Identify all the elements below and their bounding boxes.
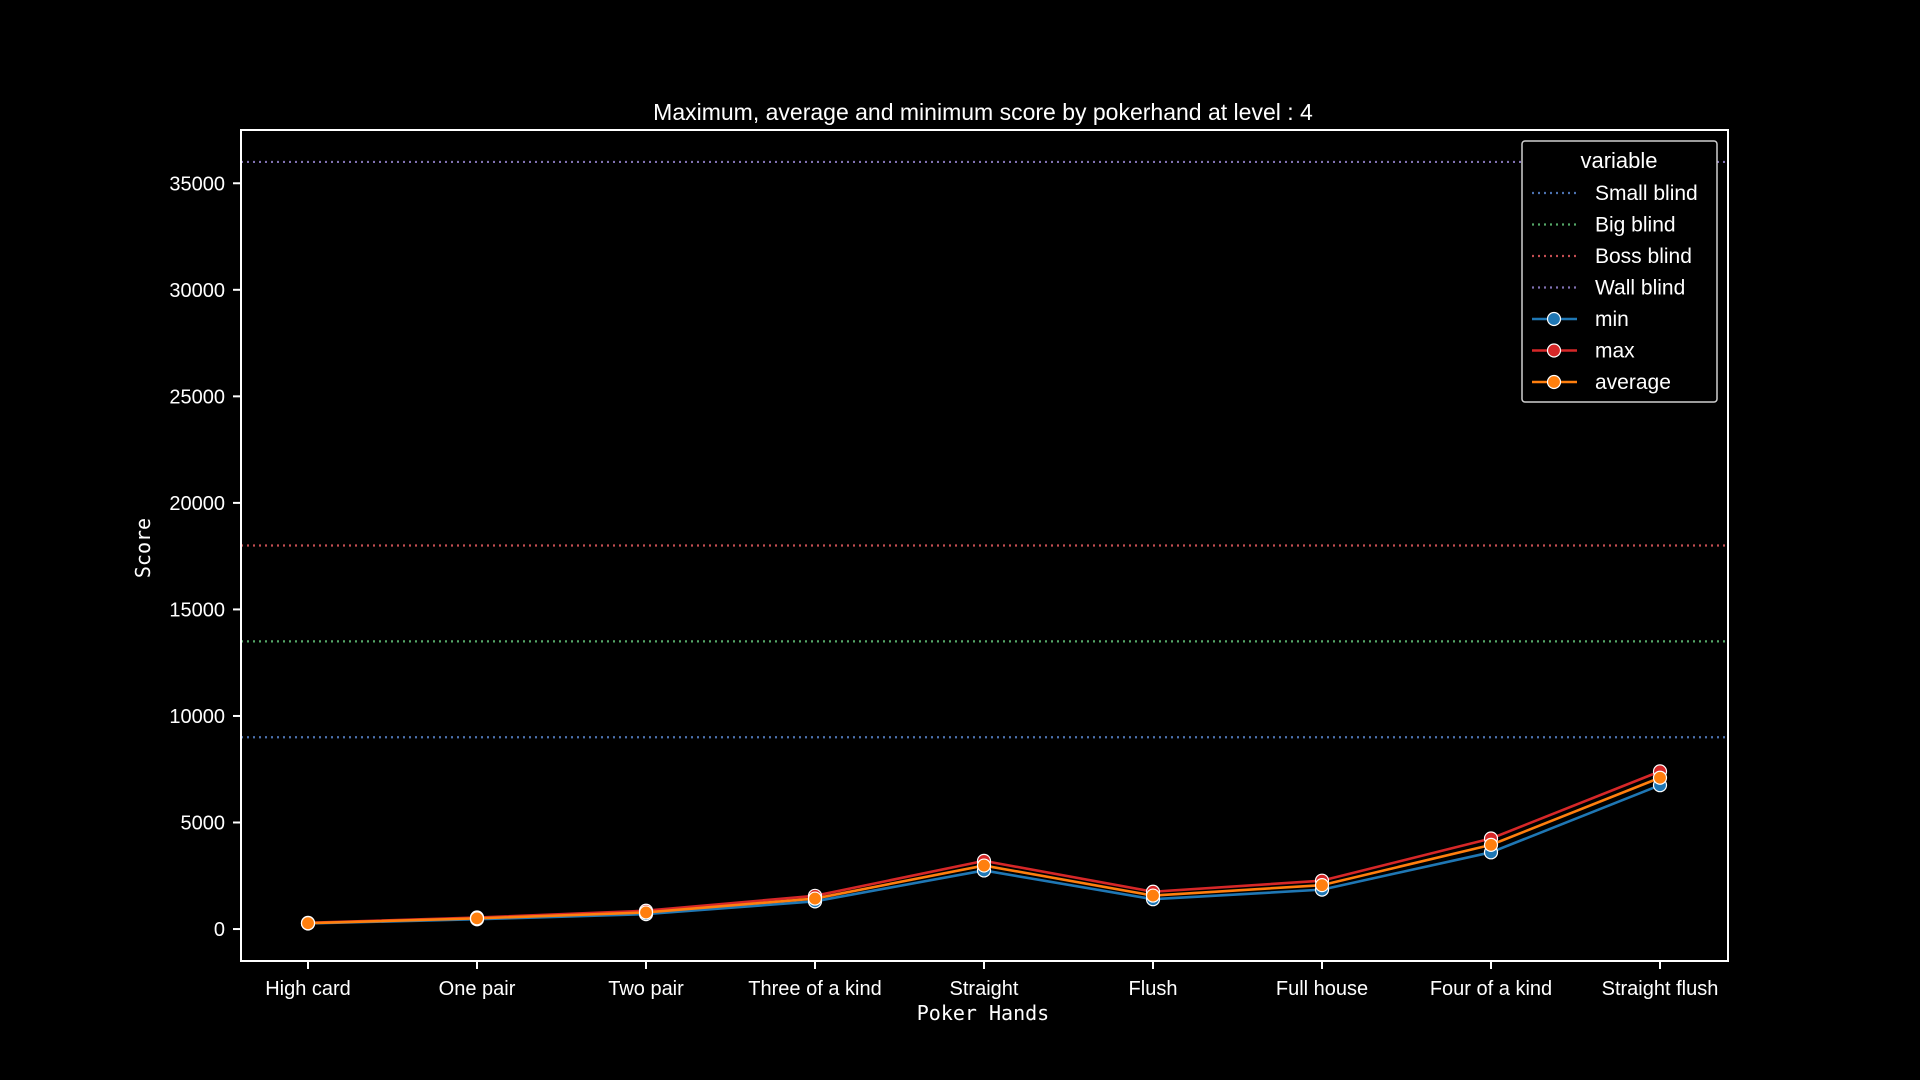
legend: variable Small blind Big blind Boss blind W… [1521, 140, 1718, 403]
x-tick-label: Straight flush [1602, 978, 1719, 1000]
data-point-average [1314, 878, 1330, 893]
y-tick-label: 30000 [169, 280, 225, 302]
data-point-average [300, 916, 316, 931]
legend-items: Small blind Big blind Boss blind Wall blind… [1532, 182, 1698, 394]
x-axis-label: Poker Hands [917, 1001, 1049, 1025]
x-tick-label: High card [265, 978, 351, 1000]
y-tick-label: 15000 [169, 599, 225, 621]
x-tick-label: Full house [1276, 978, 1368, 1000]
legend-label-average: average [1595, 371, 1671, 394]
data-point-average [976, 858, 992, 873]
data-point-average [1652, 770, 1668, 785]
x-tick-label: Flush [1129, 978, 1178, 1000]
y-tick-label: 5000 [181, 813, 226, 835]
legend-box [1521, 140, 1718, 403]
legend-label-boss-blind: Boss blind [1595, 245, 1692, 268]
y-tick-label: 35000 [169, 173, 225, 195]
x-tick-label: Three of a kind [748, 978, 881, 1000]
legend-label-min: min [1595, 308, 1629, 331]
x-tick-label: Two pair [608, 978, 684, 1000]
y-tick-label: 20000 [169, 493, 225, 515]
x-tick-label: Straight [950, 978, 1019, 1000]
x-tick-label: Four of a kind [1430, 978, 1552, 1000]
legend-label-big-blind: Big blind [1595, 214, 1676, 237]
legend-marker-average [1546, 374, 1562, 390]
y-tick-label: 10000 [169, 706, 225, 728]
legend-label-max: max [1595, 340, 1635, 363]
legend-marker-max [1546, 343, 1562, 358]
data-point-average [1145, 888, 1161, 903]
data-point-average [1483, 837, 1499, 852]
legend-label-wall-blind: Wall blind [1595, 277, 1685, 300]
data-point-average [469, 911, 485, 926]
legend-title: variable [1580, 148, 1657, 173]
y-tick-label: 25000 [169, 386, 225, 408]
reference-lines [241, 160, 1728, 739]
x-axis: High card One pair Two pair Three of a kind… [265, 961, 1718, 1000]
series-points [300, 764, 1668, 931]
y-axis-label: Score [131, 518, 155, 578]
y-tick-label: 0 [214, 919, 225, 941]
data-point-average [807, 891, 823, 906]
legend-label-small-blind: Small blind [1595, 182, 1698, 205]
chart-title: Maximum, average and minimum score by po… [653, 99, 1313, 125]
x-tick-label: One pair [439, 978, 516, 1000]
y-axis: 0 5000 10000 15000 20000 25000 30000 35000 [169, 173, 241, 941]
legend-marker-min [1546, 311, 1562, 327]
data-point-average [638, 905, 654, 920]
